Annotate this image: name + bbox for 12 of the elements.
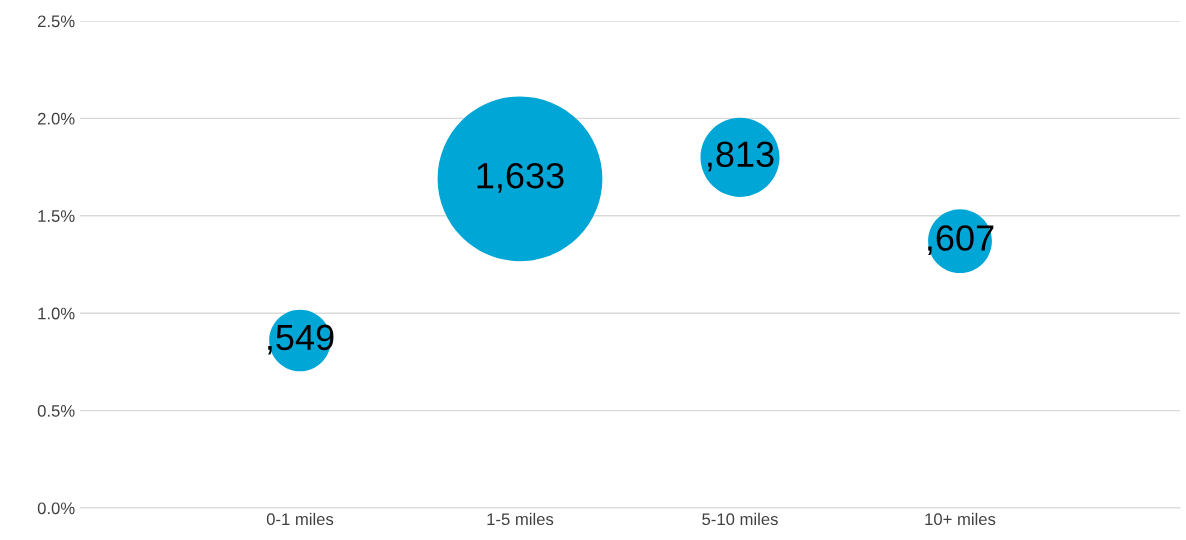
y-tick-label: 0.5% [37,405,75,417]
x-tick-label: 0-1 miles [266,512,334,526]
x-tick-label: 1-5 miles [487,512,554,526]
y-tick-label: 1.0% [38,307,75,320]
y-tick-label: 0.0% [37,502,75,515]
annotation: ,813 [708,141,774,172]
y-tick-label: 1.5% [38,210,75,222]
x-tick-label: 5-10 miles [702,512,778,526]
y-tick-label: 2.5% [37,15,75,28]
x-tick-label: 10+ miles [925,512,996,526]
y-tick-label: 2.0% [37,112,75,125]
annotation: 1,633 [477,162,564,193]
